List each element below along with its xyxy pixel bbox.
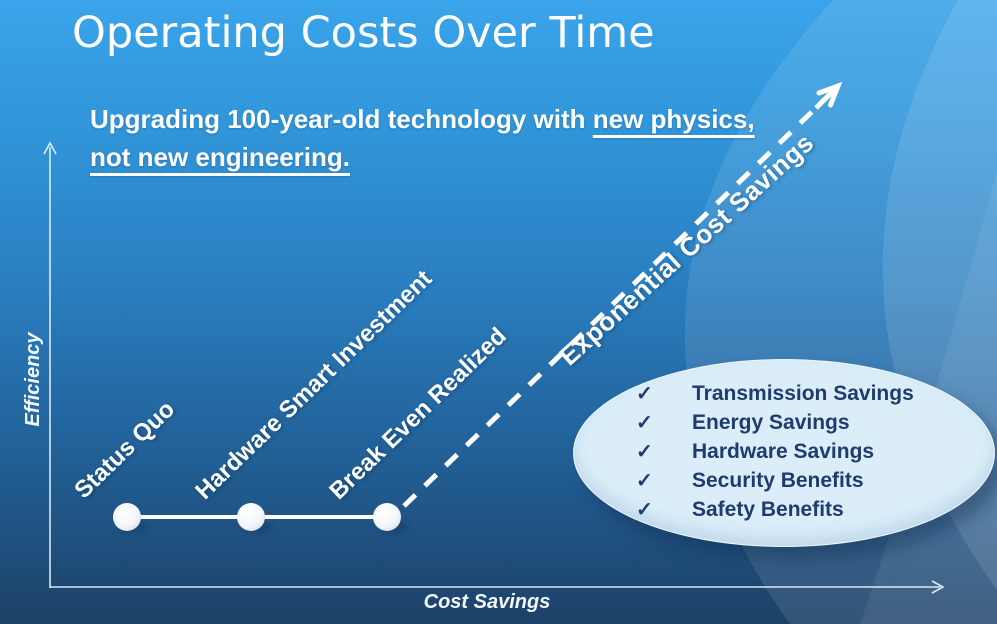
page-title: Operating Costs Over Time (72, 8, 655, 58)
projection-arrow (402, 81, 843, 508)
list-item: ✓ Transmission Savings (636, 381, 966, 410)
benefit-label: Hardware Savings (692, 440, 875, 463)
x-axis-title: Cost Savings (423, 591, 551, 613)
benefit-label: Safety Benefits (692, 498, 844, 521)
subtitle-underline-2: not new engineering. (90, 142, 351, 172)
data-points (113, 503, 401, 531)
subtitle-underline-1: new physics, (592, 104, 755, 134)
check-icon: ✓ (636, 499, 653, 521)
benefits-list: ✓ Transmission Savings ✓ Energy Savings … (636, 381, 966, 526)
y-axis-title: Efficiency (22, 332, 44, 427)
check-icon: ✓ (636, 383, 653, 405)
subtitle: Upgrading 100-year-old technology with n… (90, 100, 810, 176)
x-axis-arrow-icon (931, 580, 945, 594)
benefit-label: Energy Savings (692, 411, 850, 434)
list-item: ✓ Hardware Savings (636, 439, 966, 468)
data-point-status-quo (113, 503, 141, 531)
data-point-hardware-investment (237, 503, 265, 531)
check-icon: ✓ (636, 412, 653, 434)
check-icon: ✓ (636, 470, 653, 492)
y-axis-arrow-icon (43, 141, 57, 155)
check-icon: ✓ (636, 441, 653, 463)
list-item: ✓ Safety Benefits (636, 497, 966, 526)
axes (43, 141, 945, 594)
projection-arrowhead-icon (816, 81, 843, 108)
benefit-label: Transmission Savings (692, 382, 914, 405)
background-arc-corner (860, 170, 997, 624)
projection-dashed-line (402, 102, 822, 508)
list-item: ✓ Energy Savings (636, 410, 966, 439)
benefits-callout-ellipse (573, 359, 995, 547)
benefit-label: Security Benefits (692, 469, 864, 492)
data-point-break-even (373, 503, 401, 531)
list-item: ✓ Security Benefits (636, 468, 966, 497)
projection-tip-segment (814, 86, 838, 110)
subtitle-plain: Upgrading 100-year-old technology with (90, 104, 593, 134)
